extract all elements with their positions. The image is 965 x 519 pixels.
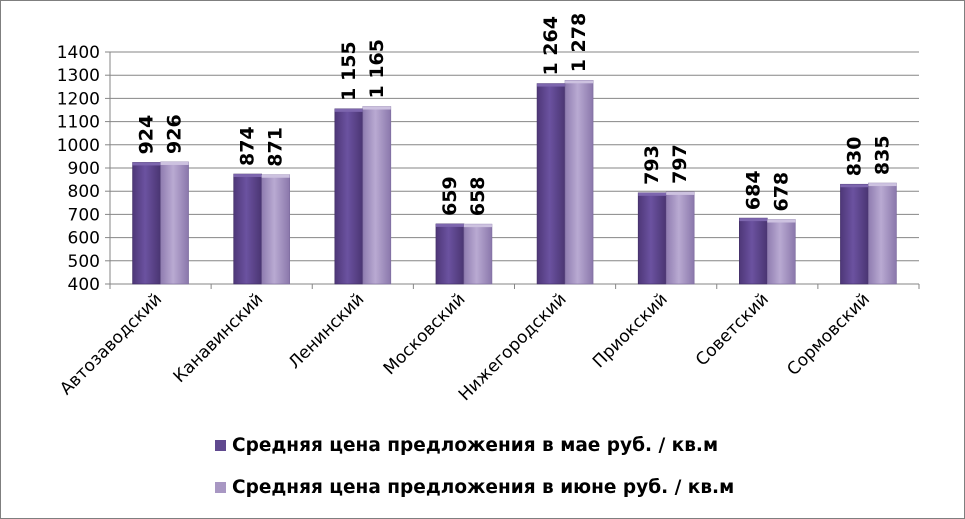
bar-may [739, 217, 768, 285]
bar-may [334, 108, 364, 285]
bar-may [637, 192, 667, 285]
x-category-label: Сормовский [783, 289, 874, 380]
data-label-june: 926 [164, 114, 186, 154]
y-tick-label: 400 [68, 275, 100, 295]
y-tick-label: 1200 [57, 89, 100, 109]
legend-swatch-may [215, 439, 226, 451]
bar-top-highlight [233, 174, 262, 178]
bar-top-highlight [362, 106, 391, 110]
bar-top-highlight [132, 162, 161, 166]
y-tick-label: 1300 [57, 66, 100, 86]
data-label-june: 835 [871, 135, 893, 175]
y-tick-label: 1100 [57, 113, 100, 133]
bar-june [261, 174, 290, 285]
bar-may [132, 162, 161, 285]
data-label-may: 830 [843, 137, 865, 177]
x-category-label: Ленинский [285, 289, 369, 373]
bar-june [463, 223, 493, 285]
bar-top-highlight [739, 218, 768, 222]
bar-top-highlight [160, 161, 189, 165]
legend-swatch-june [215, 481, 226, 493]
y-tick-label: 1400 [57, 43, 100, 63]
legend-item-may: Средняя цена предложения в мае руб. / кв… [215, 430, 955, 460]
x-category-label: Автозаводский [56, 289, 166, 399]
data-label-may: 874 [237, 126, 259, 166]
bar-may [435, 223, 465, 285]
bar-top-highlight [565, 80, 594, 84]
data-label-june: 871 [265, 127, 287, 167]
bar-june [665, 191, 695, 285]
gridlines [110, 51, 919, 262]
data-label-may: 1 264 [540, 16, 562, 76]
bar-top-highlight [334, 108, 363, 112]
data-label-june: 1 165 [366, 39, 388, 99]
data-label-may: 659 [439, 176, 461, 216]
bar-top-highlight [435, 223, 464, 227]
bar-top-highlight [840, 184, 869, 188]
data-label-may: 793 [641, 145, 663, 185]
bar-june [160, 161, 189, 285]
bar-may [536, 83, 566, 285]
x-category-label: Нижегородский [455, 289, 571, 405]
bar-top-highlight [261, 174, 290, 178]
y-tick-label: 800 [68, 182, 100, 202]
bars [132, 80, 897, 285]
data-labels: 924 874 1 155 659 1 264 793 684 830 926 871 1 165 6… [136, 13, 894, 216]
y-tick-label: 600 [68, 229, 100, 249]
data-label-june: 658 [467, 176, 489, 216]
data-label-may: 684 [742, 170, 764, 210]
legend-item-june: Средняя цена предложения в июне руб. / к… [215, 472, 955, 502]
x-category-label: Московский [380, 289, 470, 379]
legend-label-may: Средняя цена предложения в мае руб. / кв… [232, 434, 719, 456]
bar-top-highlight [537, 83, 566, 87]
bar-top-highlight [666, 191, 695, 195]
data-label-june: 1 278 [568, 13, 590, 73]
data-label-may: 924 [136, 115, 158, 155]
bar-top-highlight [638, 192, 667, 196]
bar-june [868, 182, 897, 285]
bar-june [362, 106, 392, 285]
data-label-june: 797 [669, 144, 691, 184]
bar-top-highlight [767, 219, 796, 223]
x-category-label: Советский [692, 289, 773, 370]
bar-may [233, 173, 262, 285]
bar-june [767, 219, 796, 285]
bar-top-highlight [868, 183, 897, 187]
data-label-may: 1 155 [338, 41, 360, 101]
x-category-label: Приокский [589, 289, 672, 372]
y-tick-label: 700 [68, 205, 100, 225]
y-tick-label: 1000 [57, 136, 100, 156]
x-category-label: Канавинский [170, 289, 268, 387]
legend-label-june: Средняя цена предложения в июне руб. / к… [232, 476, 735, 498]
bar-june [564, 80, 594, 285]
y-tick-label: 900 [68, 159, 100, 179]
bar-may [840, 183, 869, 285]
bar-top-highlight [463, 224, 492, 228]
data-label-june: 678 [770, 172, 792, 212]
y-tick-label: 500 [68, 252, 100, 272]
